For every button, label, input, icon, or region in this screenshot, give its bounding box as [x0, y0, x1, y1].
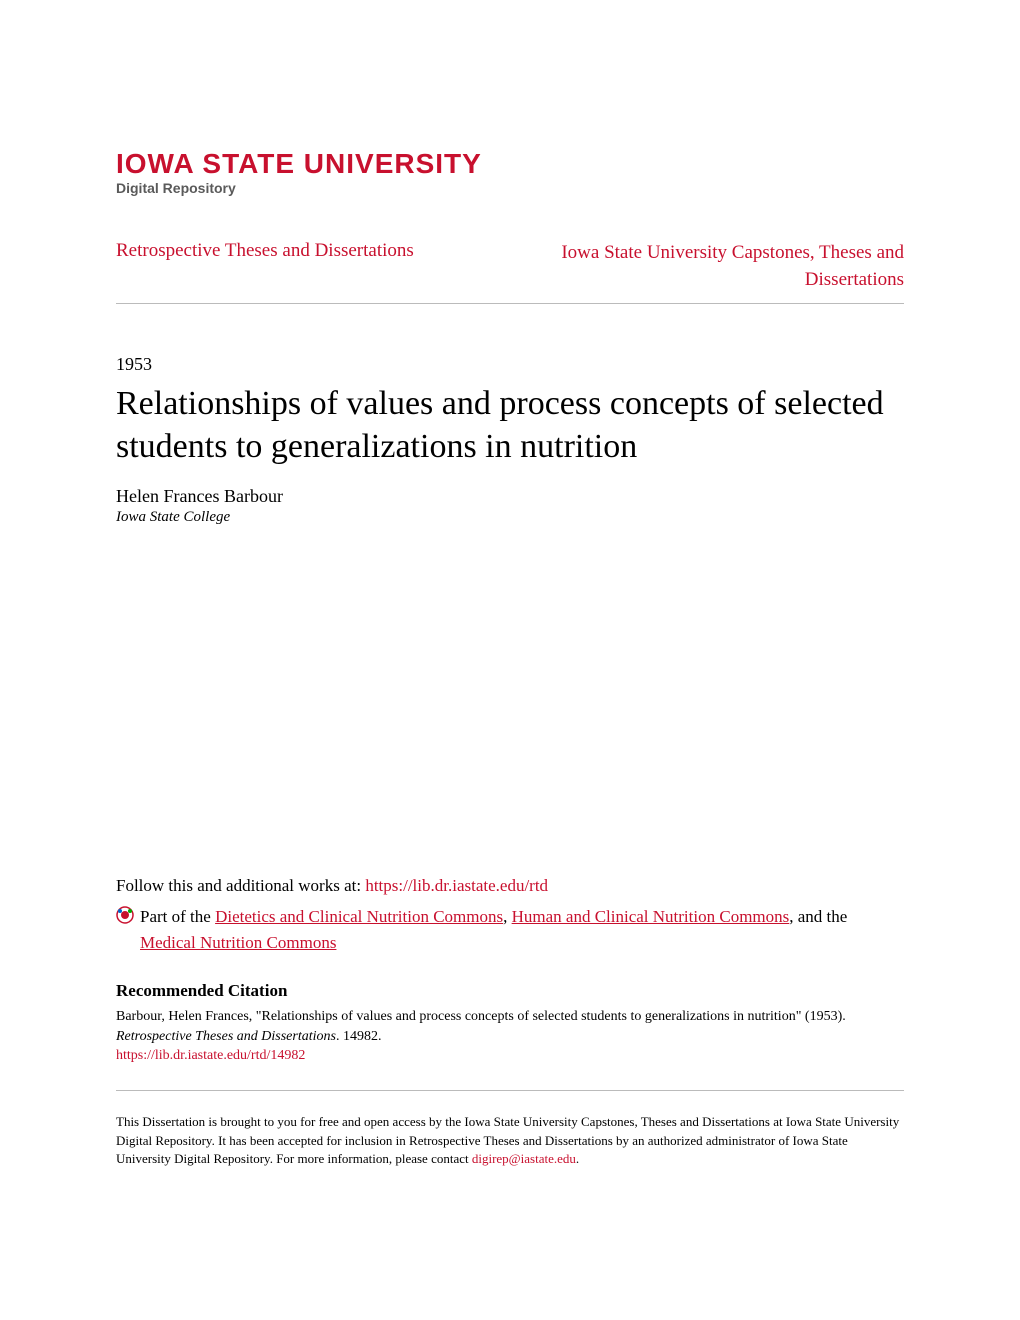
follow-url-link[interactable]: https://lib.dr.iastate.edu/rtd — [365, 876, 548, 895]
commons-link-3[interactable]: Medical Nutrition Commons — [140, 933, 336, 952]
publication-year: 1953 — [116, 354, 904, 375]
citation-url-link[interactable]: https://lib.dr.iastate.edu/rtd/14982 — [116, 1048, 305, 1063]
citation-text-2: . 14982. — [336, 1029, 382, 1044]
commons-text: Part of the Dietetics and Clinical Nutri… — [140, 904, 904, 955]
commons-line: Part of the Dietetics and Clinical Nutri… — [116, 904, 904, 955]
footer-text-2: . — [576, 1151, 579, 1166]
commons-link-1[interactable]: Dietetics and Clinical Nutrition Commons — [215, 907, 503, 926]
commons-sep-2: , and the — [789, 907, 847, 926]
author-name: Helen Frances Barbour — [116, 486, 904, 507]
university-name: IOWA STATE UNIVERSITY — [116, 150, 904, 178]
vertical-spacer — [116, 526, 904, 876]
citation-section: Recommended Citation Barbour, Helen Fran… — [116, 981, 904, 1091]
network-icon — [116, 906, 134, 932]
paper-title: Relationships of values and process conc… — [116, 383, 904, 468]
follow-works-line: Follow this and additional works at: htt… — [116, 876, 904, 896]
follow-prefix: Follow this and additional works at: — [116, 876, 365, 895]
commons-link-2[interactable]: Human and Clinical Nutrition Commons — [512, 907, 790, 926]
digital-repository-label: Digital Repository — [116, 180, 904, 196]
commons-prefix: Part of the — [140, 907, 215, 926]
collection-link-left[interactable]: Retrospective Theses and Dissertations — [116, 240, 414, 262]
citation-heading: Recommended Citation — [116, 981, 904, 1001]
citation-text-1: Barbour, Helen Frances, "Relationships o… — [116, 1009, 846, 1024]
commons-sep-1: , — [503, 907, 512, 926]
citation-body: Barbour, Helen Frances, "Relationships o… — [116, 1007, 904, 1046]
header-nav: Retrospective Theses and Dissertations I… — [116, 226, 904, 304]
footer-email-link[interactable]: digirep@iastate.edu — [472, 1151, 576, 1166]
collection-link-right[interactable]: Iowa State University Capstones, Theses … — [544, 240, 904, 293]
citation-italic: Retrospective Theses and Dissertations — [116, 1029, 336, 1044]
author-affiliation: Iowa State College — [116, 509, 904, 526]
logo-block: IOWA STATE UNIVERSITY Digital Repository — [116, 150, 904, 196]
footer-disclaimer: This Dissertation is brought to you for … — [116, 1113, 904, 1168]
